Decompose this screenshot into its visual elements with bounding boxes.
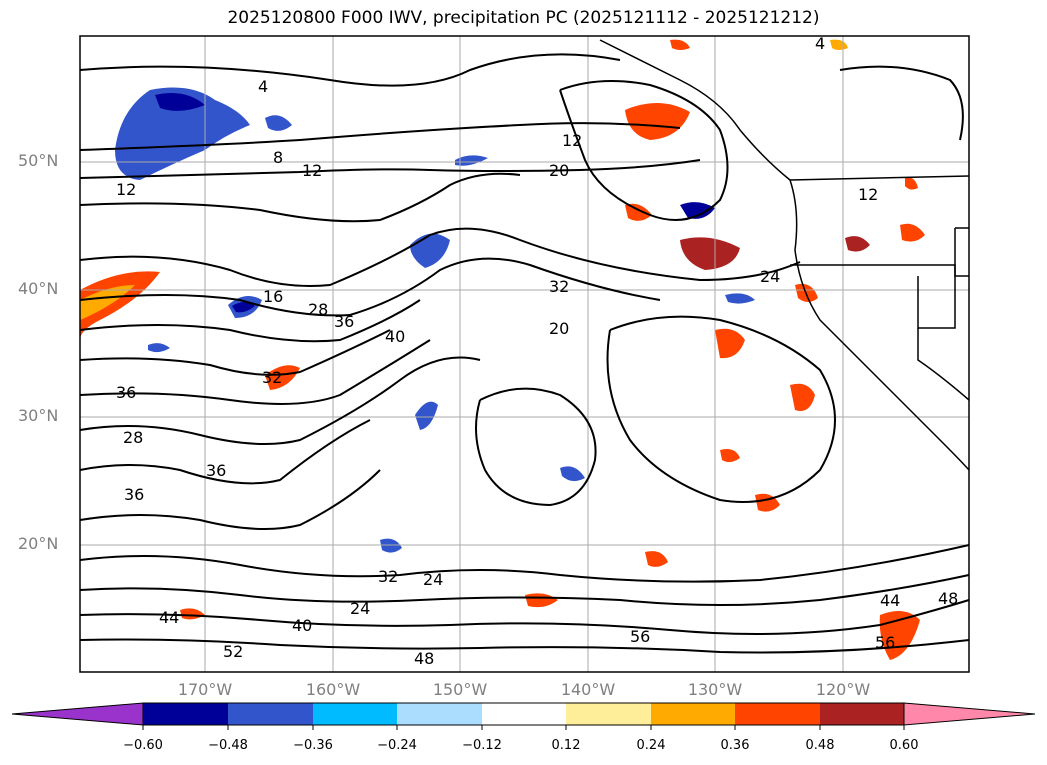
lat-label-30n: 30°N [18, 406, 59, 425]
lat-label-40n: 40°N [18, 279, 59, 298]
colorbar-tick: −0.48 [208, 738, 248, 753]
colorbar-swatch [820, 703, 904, 725]
contour-label: 12 [858, 185, 878, 204]
contour-label: 56 [630, 627, 650, 646]
colorbar-tick: 0.60 [889, 738, 919, 753]
colorbar-tick: 0.12 [551, 738, 581, 753]
colorbar-high-arrow [903, 702, 1036, 726]
coastline [599, 39, 970, 471]
colorbar-swatch [143, 703, 228, 725]
colorbar-swatch [313, 703, 397, 725]
contour-label: 28 [123, 428, 143, 447]
colorbar-tick: −0.12 [462, 738, 502, 753]
contour-label: 20 [549, 161, 569, 180]
colorbar-tick: −0.24 [377, 738, 417, 753]
contour-label: 20 [549, 319, 569, 338]
plot-title: 2025120800 F000 IWV, precipitation PC (2… [227, 8, 820, 28]
contour-label: 36 [334, 312, 354, 331]
colorbar-swatch [566, 703, 651, 725]
colorbar-swatch [397, 703, 482, 725]
colorbar-tick: −0.60 [123, 738, 163, 753]
colorbar-tick: −0.36 [293, 738, 333, 753]
lon-label-130w: 130°W [687, 680, 743, 699]
contour-label: 32 [549, 277, 569, 296]
contour-label: 48 [938, 589, 958, 608]
colorbar-swatch [482, 703, 566, 725]
contour-labels: 4 4 8 12 12 12 12 16 20 20 24 24 24 28 2… [116, 34, 958, 668]
contour-label: 52 [223, 642, 243, 661]
contour-label: 16 [263, 287, 283, 306]
lon-label-160w: 160°W [305, 680, 361, 699]
contour-label: 12 [562, 131, 582, 150]
contour-label: 4 [258, 77, 268, 96]
contour-label: 44 [880, 591, 900, 610]
lat-label-50n: 50°N [18, 151, 59, 170]
contour-label: 32 [262, 368, 282, 387]
contour-label: 24 [760, 267, 780, 286]
lon-label-170w: 170°W [177, 680, 233, 699]
contour-label: 40 [385, 327, 405, 346]
contour-label: 36 [124, 485, 144, 504]
map-gridlines [80, 36, 969, 672]
contour-label: 24 [350, 599, 370, 618]
contour-label: 48 [414, 649, 434, 668]
colorbar-tick: 0.24 [636, 738, 666, 753]
colorbar-tick: 0.36 [720, 738, 750, 753]
colorbar-swatch [228, 703, 313, 725]
contour-label: 44 [159, 608, 179, 627]
contour-label: 32 [378, 567, 398, 586]
lon-label-120w: 120°W [815, 680, 871, 699]
colorbar-low-arrow [11, 702, 144, 726]
contour-label: 40 [292, 616, 312, 635]
contour-label: 36 [206, 461, 226, 480]
contour-label: 24 [423, 570, 443, 589]
map-frame [79, 35, 970, 673]
contour-label: 36 [116, 383, 136, 402]
contour-label: 12 [302, 161, 322, 180]
contour-label: 4 [815, 34, 825, 53]
map-area [80, 36, 969, 672]
colorbar-swatch [651, 703, 735, 725]
lat-label-20n: 20°N [18, 534, 59, 553]
colorbar-tick: 0.48 [805, 738, 835, 753]
lon-label-140w: 140°W [560, 680, 616, 699]
iwv-contours [79, 53, 970, 654]
colorbar [11, 702, 1036, 730]
lon-label-150w: 150°W [432, 680, 488, 699]
contour-label: 28 [308, 300, 328, 319]
contour-label: 12 [116, 180, 136, 199]
contour-label: 8 [273, 148, 283, 167]
colorbar-outline [142, 702, 905, 726]
contour-label: 56 [875, 633, 895, 652]
colorbar-swatch [735, 703, 820, 725]
